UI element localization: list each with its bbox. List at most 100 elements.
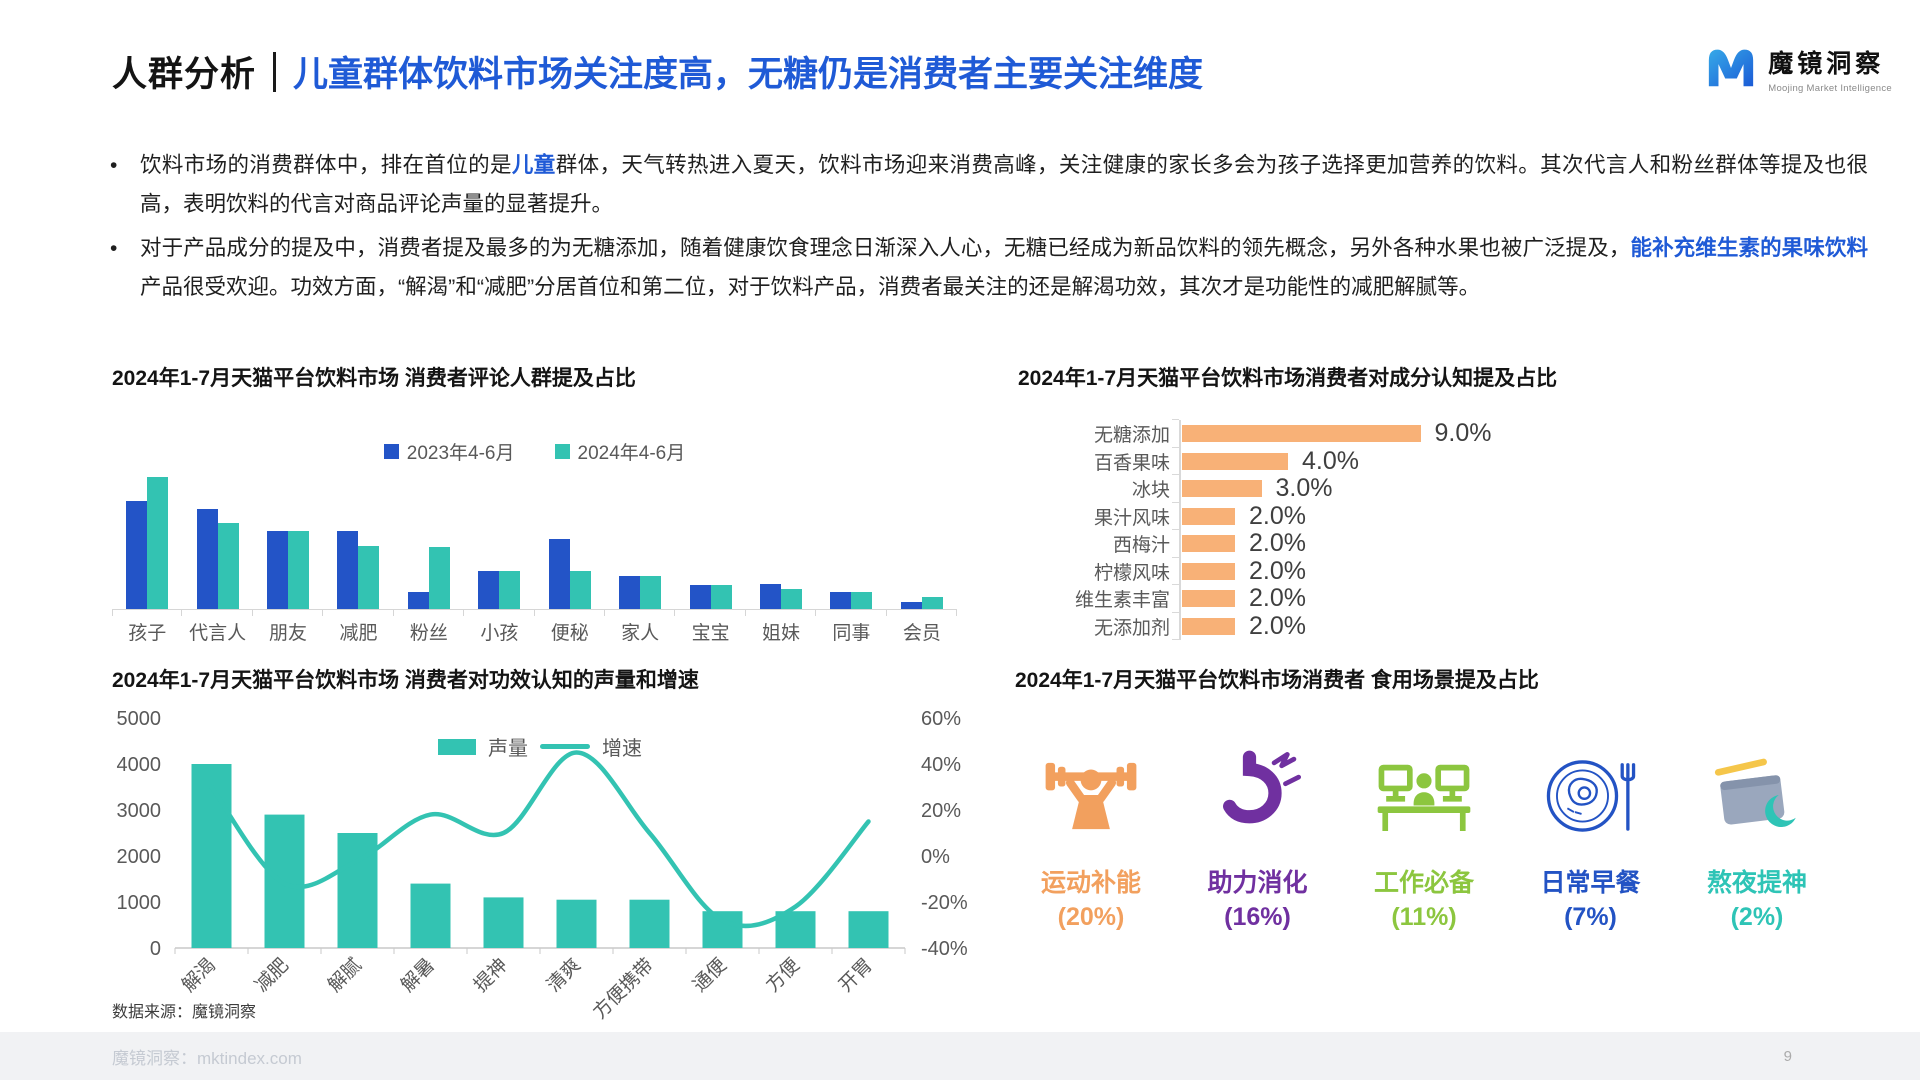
bar <box>1182 507 1235 525</box>
bar <box>689 585 711 609</box>
x-axis-label: 减肥 <box>323 609 395 645</box>
x-axis-label: 提神 <box>470 954 512 996</box>
category-label: 果汁风味 <box>1093 507 1170 529</box>
bar <box>1182 617 1235 635</box>
bar <box>640 576 662 609</box>
bar <box>710 585 732 609</box>
bar <box>407 591 429 609</box>
volume-bar <box>556 899 597 948</box>
scene-percent: (11%) <box>1391 903 1457 931</box>
scene-digestion: 助力消化 (16%) <box>1182 744 1334 932</box>
scene-label: 熬夜提神 <box>1706 869 1807 897</box>
bar <box>267 531 289 609</box>
bar <box>337 531 359 609</box>
x-axis-label: 宝宝 <box>675 609 747 645</box>
bar-group: 宝宝 <box>675 477 747 645</box>
moojing-logo: 魔镜洞察 Moojing Market Intelligence <box>1705 44 1892 94</box>
category-label: 维生素丰富 <box>1074 590 1170 612</box>
scene-breakfast: 日常早餐 (7%) <box>1515 744 1667 932</box>
left-axis-tick: 4000 <box>117 754 162 776</box>
right-axis-tick: 0% <box>921 846 950 868</box>
legend-item-2024: 2024年4-6月 <box>554 438 686 465</box>
chart-demographics-title: 2024年1-7月天猫平台饮料市场 消费者评论人群提及占比 <box>112 367 636 390</box>
legend-swatch-volume <box>438 738 476 755</box>
scene-percent: (2%) <box>1730 903 1784 931</box>
digestion-icon <box>1222 750 1301 824</box>
chart-ingredients-title: 2024年1-7月天猫平台饮料市场消费者对成分认知提及占比 <box>1018 367 1558 390</box>
legend-swatch-teal <box>554 444 570 459</box>
bar <box>499 570 521 609</box>
slide-headline: 儿童群体饮料市场关注度高，无糖仍是消费者主要关注维度 <box>293 55 1204 94</box>
category-label: 百香果味 <box>1093 452 1170 474</box>
bar <box>358 545 380 609</box>
section-label: 人群分析 <box>112 55 257 94</box>
x-axis-label: 减肥 <box>251 954 293 996</box>
logo-text: 魔镜洞察 Moojing Market Intelligence <box>1768 44 1892 94</box>
scene-label: 运动补能 <box>1040 869 1141 897</box>
chart-scenes: 2024年1-7月天猫平台饮料市场消费者 食用场景提及占比 运动补能 <box>1015 664 1833 932</box>
chart-demographics-legend: 2023年4-6月 2024年4-6月 <box>112 438 957 465</box>
legend-label: 2024年4-6月 <box>577 443 686 464</box>
chart-efficacy-plot: 5000 4000 3000 2000 1000 0 60% 40% 20% 0% -20% -40%… <box>90 696 990 1035</box>
bar-row: 冰块 3.0% <box>1018 474 1738 503</box>
breakfast-icon <box>1546 760 1635 832</box>
bar <box>1182 425 1421 443</box>
bar-group: 家人 <box>605 477 676 645</box>
x-axis-label: 开胃 <box>835 955 877 997</box>
legend-label-growth: 增速 <box>602 738 642 760</box>
bar <box>1182 535 1235 553</box>
bar <box>126 500 148 609</box>
left-axis-tick: 3000 <box>117 800 162 822</box>
bullet-marker: • <box>110 237 118 260</box>
x-axis-label: 姐妹 <box>746 609 817 645</box>
volume-bar <box>702 911 743 948</box>
bar <box>147 477 169 609</box>
legend-line-growth <box>540 744 590 749</box>
bar-group: 会员 <box>887 477 958 645</box>
bar <box>288 531 310 609</box>
bar-group: 姐妹 <box>746 477 817 645</box>
volume-bar <box>629 899 670 948</box>
bar <box>1182 590 1235 608</box>
bar <box>900 602 922 609</box>
bar-row: 果汁风味 2.0% <box>1018 501 1738 530</box>
right-axis-tick: -20% <box>921 892 968 914</box>
scene-percent: (16%) <box>1224 903 1291 931</box>
bar <box>217 523 239 609</box>
left-axis-tick: 0 <box>150 938 161 960</box>
scene-work: 工作必备 (11%) <box>1348 744 1500 932</box>
value-label: 2.0% <box>1249 556 1306 585</box>
bullet-marker: • <box>110 154 118 177</box>
page-number: 9 <box>1783 1047 1792 1065</box>
chart-demographics-plot: 孩子 代言人 朋友 减肥 粉丝 小孩 便秘 家人 宝宝 姐妹 同事 会员 <box>112 477 958 645</box>
logo-name: 魔镜洞察 <box>1768 50 1885 78</box>
bar <box>478 570 500 609</box>
category-label: 柠檬风味 <box>1093 562 1170 584</box>
source-note: 数据来源：魔镜洞察 <box>112 1004 257 1021</box>
x-axis-label: 会员 <box>887 609 958 645</box>
chart-efficacy-legend: 声量 增速 <box>438 732 642 761</box>
bullet-item: • 对于产品成分的提及中，消费者提及最多的为无糖添加，随着健康饮食理念日渐深入人心… <box>100 229 1868 307</box>
category-label: 无添加剂 <box>1093 617 1170 639</box>
x-axis-label: 代言人 <box>182 609 254 645</box>
legend-label-volume: 声量 <box>488 738 528 760</box>
bar <box>1182 452 1288 470</box>
scene-latenight: 熬夜提神 (2%) <box>1681 744 1833 932</box>
value-label: 3.0% <box>1275 474 1333 503</box>
logo-subtitle: Moojing Market Intelligence <box>1768 83 1892 94</box>
left-axis-tick: 2000 <box>117 846 162 868</box>
bullet-text: 对于产品成分的提及中，消费者提及最多的为无糖添加，随着健康饮食理念日渐深入人心，… <box>140 236 1868 299</box>
bullet-item: • 饮料市场的消费群体中，排在首位的是儿童群体，天气转热进入夏天，饮料市场迎来消费… <box>100 146 1868 224</box>
value-label: 2.0% <box>1249 501 1306 530</box>
bar <box>781 589 802 609</box>
right-axis-tick: -40% <box>921 938 968 960</box>
x-axis-label: 朋友 <box>253 609 324 645</box>
bullet-text: 饮料市场的消费群体中，排在首位的是儿童群体，天气转热进入夏天，饮料市场迎来消费高… <box>140 153 1868 216</box>
moojing-m-icon <box>1705 45 1757 94</box>
volume-bar <box>410 883 451 948</box>
category-label: 冰块 <box>1131 480 1170 502</box>
value-label: 4.0% <box>1302 446 1359 475</box>
chart-scenes-title: 2024年1-7月天猫平台饮料市场消费者 食用场景提及占比 <box>1015 669 1539 692</box>
x-axis-label: 清爽 <box>543 954 585 996</box>
bar <box>1182 562 1235 580</box>
